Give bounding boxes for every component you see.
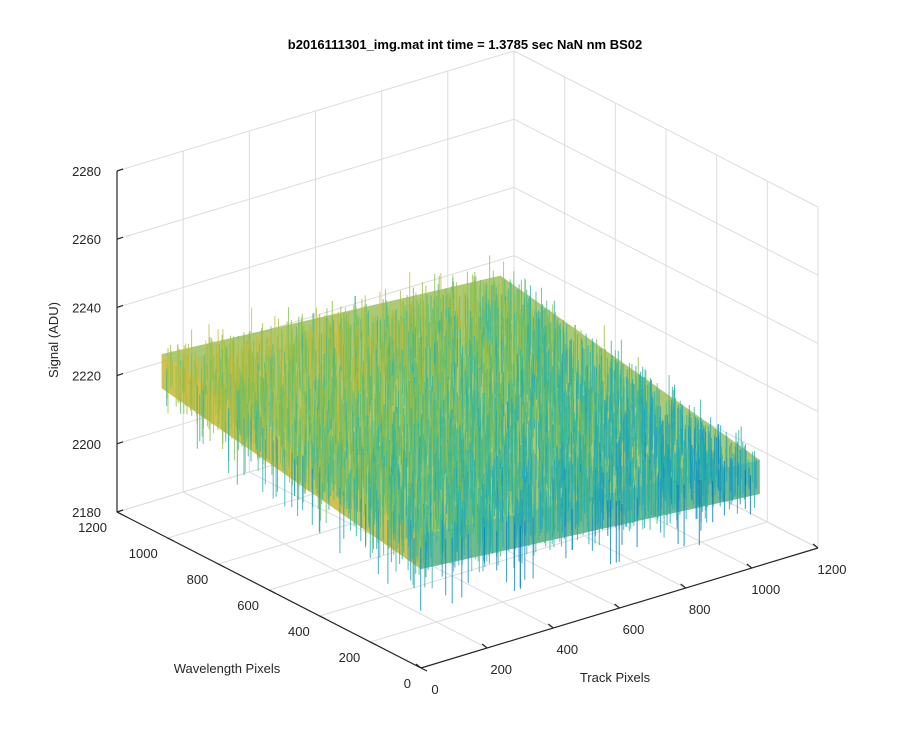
side-wall-grid-line [513,186,819,344]
y-tick-label: 800 [187,572,209,587]
y-tick-label: 0 [404,676,411,691]
x-tick-label: 1000 [751,582,780,597]
floor-grid-line [370,521,768,643]
side-wall-grid-line [513,50,819,208]
y-tick-mark [420,667,428,672]
x-tick-label: 1200 [818,562,847,577]
z-tick-label: 2280 [72,164,101,179]
x-axis-label: Track Pixels [580,670,651,685]
y-tick-mark [370,641,377,646]
x-tick-mark [481,643,488,649]
x-tick-label: 200 [490,662,512,677]
x-tick-mark [680,583,687,589]
x-tick-label: 0 [431,682,438,697]
z-tick-label: 2260 [72,232,101,247]
back-wall-grid-line [116,50,515,172]
x-tick-labels: 0 200 400 600 800 1000 1200 [431,562,846,697]
axes [116,168,819,672]
x-tick-label: 800 [689,602,711,617]
side-wall-grid-line [513,255,819,413]
x-tick-label: 600 [623,622,645,637]
z-tick-mark [116,509,124,513]
y-tick-mark [116,511,124,516]
x-tick-mark [812,543,819,549]
x-tick-mark [746,563,753,569]
z-tick-label: 2240 [72,300,101,315]
x-tick-mark [547,623,554,629]
z-tick-label: 2220 [72,369,101,384]
z-tick-mark [116,236,124,240]
y-tick-mark [319,615,326,620]
x-tick-label: 400 [556,642,578,657]
y-tick-label: 600 [237,598,259,613]
y-tick-label: 1000 [129,546,158,561]
side-wall-grid-line [513,118,819,276]
x-tick-mark [614,603,620,609]
y-tick-label: 1200 [78,520,107,535]
surface-plot [161,255,760,611]
y-tick-label: 400 [288,624,310,639]
back-wall-grid-line [116,186,515,308]
y-tick-mark [218,563,225,568]
y-axis-label: Wavelength Pixels [174,661,281,676]
chart-title: b2016111301_img.mat int time = 1.3785 se… [288,37,642,52]
z-tick-label: 2180 [72,505,101,520]
y-tick-mark [268,589,276,594]
back-wall-grid-line [116,118,515,240]
y-tick-mark [167,537,174,542]
z-tick-labels: 2180 2200 2220 2240 2260 2280 [72,164,101,520]
y-tick-label: 200 [339,650,361,665]
z-tick-mark [116,304,124,308]
z-tick-mark [116,441,124,445]
x-tick-mark [415,663,422,669]
z-tick-label: 2200 [72,437,101,452]
y-tick-labels: 0 200 400 600 800 1000 1200 [78,520,411,691]
z-tick-mark [116,168,124,172]
z-tick-mark [116,373,124,377]
z-axis-label: Signal (ADU) [46,302,61,378]
